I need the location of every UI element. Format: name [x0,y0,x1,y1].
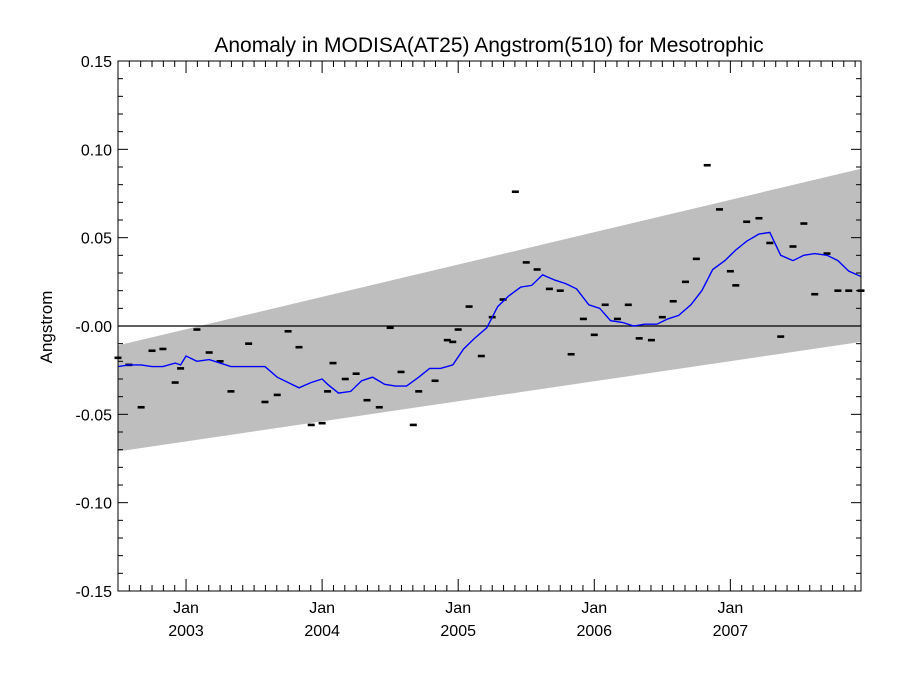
x-tick-label-year: 2006 [576,623,612,640]
x-tick-label-month: Jan [581,600,607,617]
y-axis-ticks: 0.15 0.10 0.05 -0.00 -0.05 -0.10 -0.15 [76,54,861,601]
smoothed-line [117,231,862,394]
x-tick-label-year: 2005 [440,623,476,640]
x-tick-label-year: 2007 [713,623,749,640]
y-tick-label: -0.15 [76,584,113,601]
confidence-band [118,168,861,452]
scatter-points [114,163,865,427]
y-tick-label: 0.05 [81,231,112,248]
x-tick-label-year: 2003 [168,623,204,640]
x-tick-label-month: Jan [309,600,335,617]
x-tick-label-month: Jan [173,600,199,617]
chart-title: Anomaly in MODISA(AT25) Angstrom(510) fo… [214,34,763,57]
y-tick-label: -0.00 [76,319,113,336]
y-tick-label: -0.05 [76,407,113,424]
y-axis-label: Angstrom [37,291,56,364]
x-tick-label-month: Jan [717,600,743,617]
x-axis-ticks: Jan 2003 Jan 2004 Jan 2005 Jan 2006 Jan 2007 [117,61,856,640]
plot-area: 0.15 0.10 0.05 -0.00 -0.05 -0.10 -0.15 Jan 2003… [76,54,865,640]
x-tick-label-year: 2004 [304,623,340,640]
y-tick-label: 0.15 [81,54,112,71]
x-tick-label-month: Jan [445,600,471,617]
y-tick-label: 0.10 [81,142,112,159]
y-tick-label: -0.10 [76,496,113,513]
